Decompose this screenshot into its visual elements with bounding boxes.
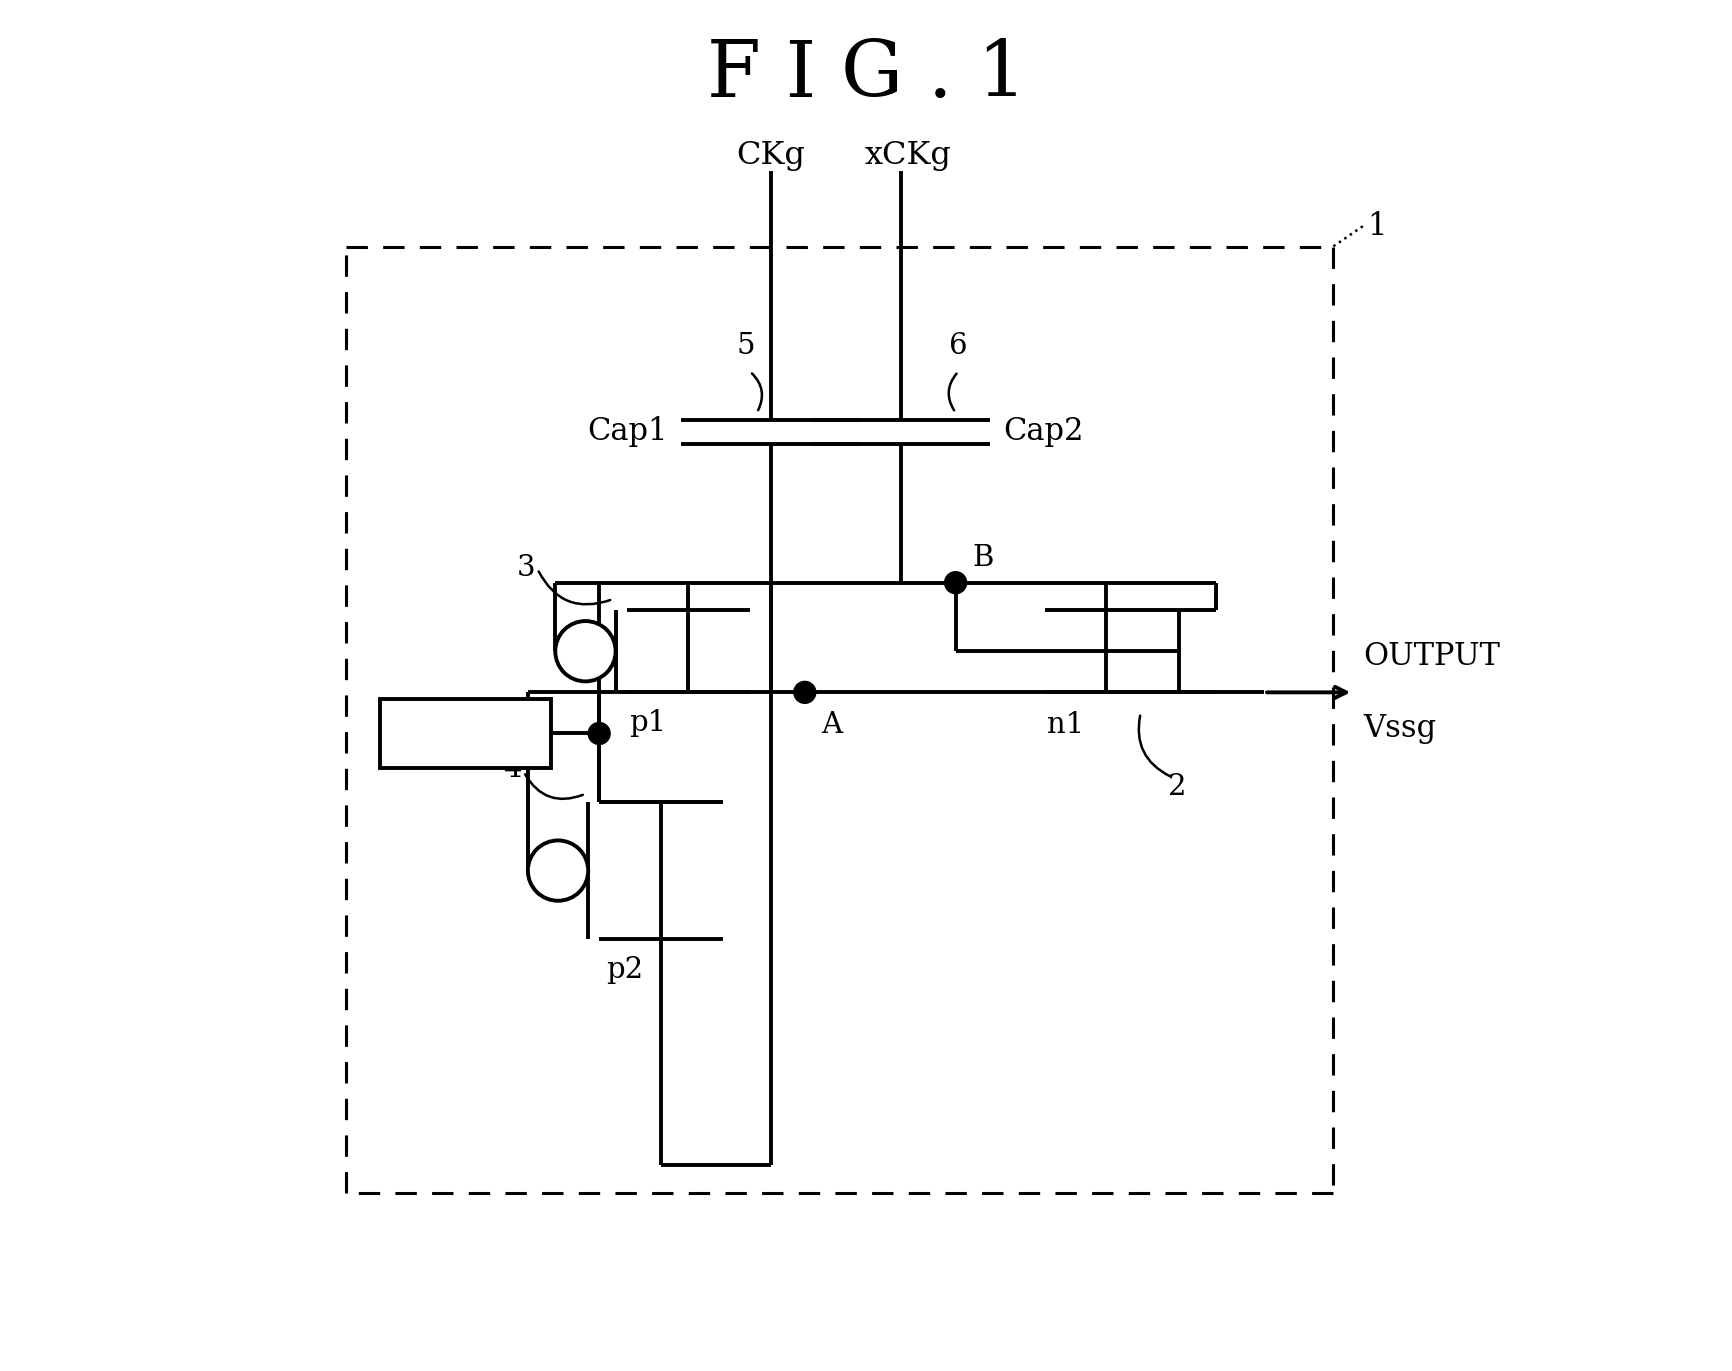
Text: 3: 3 bbox=[516, 554, 535, 581]
Text: Vss: Vss bbox=[438, 718, 492, 749]
Text: Vssg: Vssg bbox=[1361, 713, 1436, 744]
Circle shape bbox=[528, 840, 587, 901]
Text: 4: 4 bbox=[502, 755, 521, 783]
Circle shape bbox=[793, 681, 816, 703]
Circle shape bbox=[554, 621, 615, 681]
Circle shape bbox=[944, 572, 966, 594]
Text: A: A bbox=[821, 712, 842, 739]
Text: 2: 2 bbox=[1167, 773, 1186, 801]
Bar bbox=[379, 699, 551, 768]
Text: OUTPUT: OUTPUT bbox=[1361, 640, 1498, 672]
Text: 6: 6 bbox=[947, 332, 966, 359]
Text: n1: n1 bbox=[1046, 712, 1084, 739]
Text: F I G . 1: F I G . 1 bbox=[707, 37, 1025, 114]
Text: 1: 1 bbox=[1367, 211, 1386, 241]
Text: Cap1: Cap1 bbox=[587, 417, 667, 447]
Text: Cap2: Cap2 bbox=[1003, 417, 1084, 447]
Text: 5: 5 bbox=[736, 332, 755, 359]
Text: B: B bbox=[972, 544, 992, 572]
Text: CKg: CKg bbox=[736, 140, 804, 171]
Text: p2: p2 bbox=[606, 956, 643, 983]
Text: p1: p1 bbox=[629, 709, 667, 736]
Circle shape bbox=[587, 723, 610, 744]
Text: xCKg: xCKg bbox=[864, 140, 951, 171]
